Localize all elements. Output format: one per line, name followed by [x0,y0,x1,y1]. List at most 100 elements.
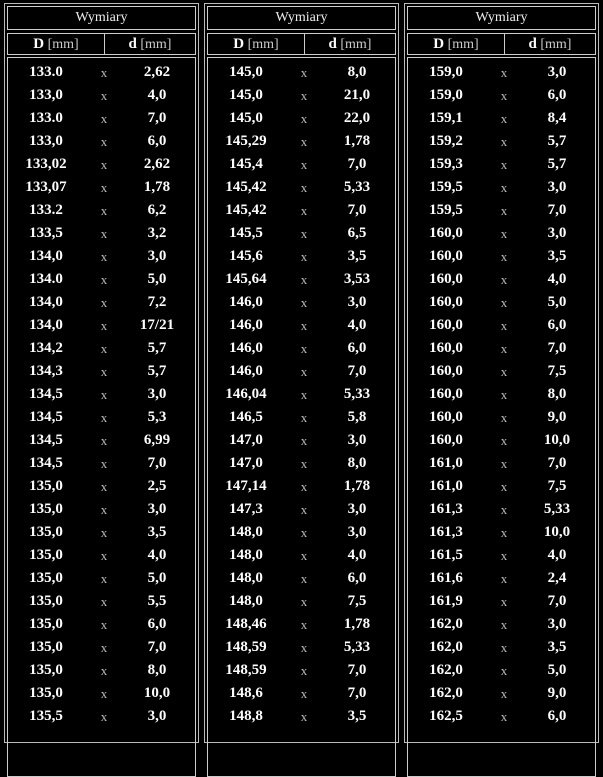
outer-diameter-value: 134,0 [29,317,63,333]
separator: x [500,88,508,103]
outer-diameter-value: 133,5 [29,225,63,241]
cross-section-value: 7,0 [547,340,567,356]
separator: x [500,502,508,517]
table-row: 147,3 x 3,0 [208,498,395,521]
table-row: 135,0 x 7,0 [8,636,195,659]
header-d-label: d [128,36,137,52]
header-d-label: d [328,36,337,52]
table-row: 134.0 x 5,0 [8,268,195,291]
separator: x [300,617,308,632]
cross-section-value: 3,0 [347,294,367,310]
outer-diameter-value: 160,0 [429,340,463,356]
separator: x [500,433,508,448]
outer-diameter-value: 160,0 [429,386,463,402]
cross-section-value: 6,2 [147,202,167,218]
separator: x [500,387,508,402]
separator: x [300,272,308,287]
table-row: 160,0 x 5,0 [408,291,595,314]
separator: x [100,203,108,218]
table-row: 148,0 x 3,0 [208,521,395,544]
separator: x [300,295,308,310]
cross-section-value: 5,33 [343,386,371,402]
cross-section-value: 3,0 [347,524,367,540]
outer-diameter-value: 134,3 [29,363,63,379]
table-row: 145,64 x 3,53 [208,268,395,291]
cross-section-value: 5,33 [543,501,571,517]
outer-diameter-value: 148,0 [229,570,263,586]
table-row: 159,5 x 3,0 [408,176,595,199]
cross-section-value: 6,0 [547,317,567,333]
separator: x [500,456,508,471]
table-row: 161,6 x 2,4 [408,567,595,590]
header-outer-diameter: D [mm] [7,33,105,55]
table-row: 160,0 x 3,5 [408,245,595,268]
cross-section-value: 5,7 [547,133,567,149]
table-row: 147,14 x 1,78 [208,475,395,498]
outer-diameter-value: 134,5 [29,455,63,471]
cross-section-value: 3,0 [147,248,167,264]
cross-section-value: 8,4 [547,110,567,126]
separator: x [100,272,108,287]
outer-diameter-value: 160,0 [429,432,463,448]
table-row: 145,0 x 8,0 [208,61,395,84]
separator: x [100,318,108,333]
separator: x [100,709,108,724]
dimensions-panel: Wymiary D [mm] d [mm] 133.0 x 2,62 133,0 x 4,… [4,3,199,777]
outer-diameter-value: 133,07 [25,179,67,195]
table-row: 145,42 x 7,0 [208,199,395,222]
header-cross-section: d [mm] [104,33,196,55]
separator: x [300,594,308,609]
outer-diameter-value: 159,1 [429,110,463,126]
outer-diameter-value: 161,0 [429,478,463,494]
table-row: 134,0 x 3,0 [8,245,195,268]
header-unit: [mm] [540,37,572,52]
outer-diameter-value: 133.0 [29,110,63,126]
outer-diameter-value: 160,0 [429,248,463,264]
cross-section-value: 3,0 [147,501,167,517]
separator: x [100,617,108,632]
cross-section-value: 4,0 [547,271,567,287]
outer-diameter-value: 161,3 [429,501,463,517]
cross-section-value: 7,0 [147,639,167,655]
outer-diameter-value: 135,5 [29,708,63,724]
separator: x [100,341,108,356]
separator: x [500,249,508,264]
separator: x [100,134,108,149]
separator: x [300,525,308,540]
cross-section-value: 3,0 [547,179,567,195]
cross-section-value: 7,0 [547,202,567,218]
separator: x [100,502,108,517]
outer-diameter-value: 159,2 [429,133,463,149]
panel-body: 133.0 x 2,62 133,0 x 4,0 133.0 x 7,0 133,0 x 6,0 133… [7,57,196,777]
table-row: 134,2 x 5,7 [8,337,195,360]
table-row: 135,0 x 4,0 [8,544,195,567]
outer-diameter-value: 146,0 [229,363,263,379]
separator: x [100,548,108,563]
outer-diameter-value: 145,0 [229,64,263,80]
separator: x [500,341,508,356]
header-unit: [mm] [47,37,79,52]
separator: x [500,617,508,632]
panel-body: 159,0 x 3,0 159,0 x 6,0 159,1 x 8,4 159,2 x 5,7 159,… [407,57,596,777]
separator: x [100,686,108,701]
cross-section-value: 1,78 [343,616,371,632]
table-row: 134,3 x 5,7 [8,360,195,383]
separator: x [500,571,508,586]
cross-section-value: 3,5 [347,708,367,724]
outer-diameter-value: 146,0 [229,317,263,333]
separator: x [100,111,108,126]
outer-diameter-value: 147,14 [225,478,267,494]
table-row: 135,0 x 6,0 [8,613,195,636]
separator: x [500,157,508,172]
table-row: 159,1 x 8,4 [408,107,595,130]
separator: x [100,410,108,425]
outer-diameter-value: 145,5 [229,225,263,241]
outer-diameter-value: 135,0 [29,478,63,494]
table-row: 133,02 x 2,62 [8,153,195,176]
separator: x [100,479,108,494]
outer-diameter-value: 160,0 [429,363,463,379]
cross-section-value: 2,62 [143,64,171,80]
table-row: 160,0 x 6,0 [408,314,595,337]
table-row: 133,07 x 1,78 [8,176,195,199]
cross-section-value: 7,0 [547,455,567,471]
